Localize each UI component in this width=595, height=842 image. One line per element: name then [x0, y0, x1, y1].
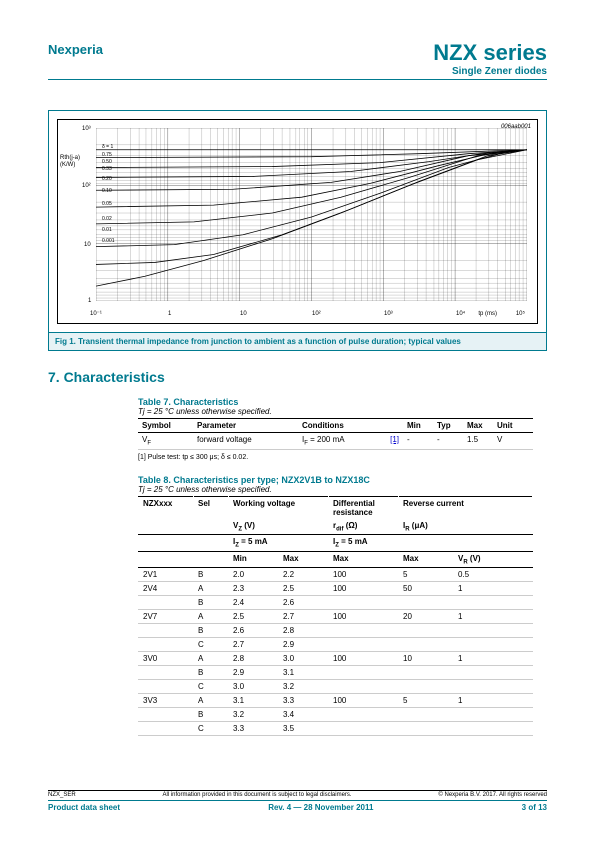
t7-h-min: Min — [403, 419, 433, 433]
t8-h-min: Min — [229, 551, 279, 568]
footer-right: 3 of 13 — [522, 803, 547, 812]
table-8-wrap: Table 8. Characteristics per type; NZX2V… — [138, 475, 547, 737]
company-name: Nexperia — [48, 42, 103, 57]
footer-copyright: © Nexperia B.V. 2017. All rights reserve… — [438, 792, 547, 798]
t8-h-wv: Working voltage — [229, 496, 329, 519]
table-row: 2V4A2.32.5100501 — [139, 582, 533, 596]
table-row: B3.23.4 — [139, 708, 533, 722]
footer-center: Rev. 4 — 28 November 2011 — [268, 803, 373, 812]
page-footer: NZX_SER All information provided in this… — [48, 790, 547, 812]
t8-h-max2: Max — [329, 551, 399, 568]
t7-h-max: Max — [463, 419, 493, 433]
t7-h-cond: Conditions — [298, 419, 378, 433]
table-row: 3V0A2.83.0100101 — [139, 652, 533, 666]
t7-h-symbol: Symbol — [138, 419, 193, 433]
footer-left: Product data sheet — [48, 803, 120, 812]
table-row: B2.62.8 — [139, 624, 533, 638]
t8-h-ir: IR (μA) — [399, 519, 533, 535]
t8-h-iz1: IZ = 5 mA — [229, 535, 329, 552]
table-7-condition: Tj = 25 °C unless otherwise specified. — [138, 407, 547, 416]
xtick-5: 10⁴ — [456, 311, 465, 317]
xtick-4: 10³ — [384, 311, 393, 317]
table-row: C3.33.5 — [139, 722, 533, 736]
t7-typ: - — [433, 433, 463, 450]
t7-h-param: Parameter — [193, 419, 298, 433]
ytick-0: 10³ — [82, 126, 91, 132]
t7-param: forward voltage — [193, 433, 298, 450]
t8-h-diff: Differential resistance — [329, 496, 399, 519]
t7-ref: [1] — [378, 433, 403, 450]
table-row: 3V3A3.13.310051 — [139, 694, 533, 708]
table-8-title: Table 8. Characteristics per type; NZX2V… — [138, 475, 547, 485]
t8-h-nzx: NZXxxx — [139, 496, 194, 535]
x-axis-label: tp (ms) — [478, 311, 497, 317]
t8-h-rev: Reverse current — [399, 496, 533, 519]
t7-h-typ: Typ — [433, 419, 463, 433]
t7-max: 1.5 — [463, 433, 493, 450]
curve-labels: δ = 1 0.75 0.50 0.33 0.20 0.10 0.05 0.02… — [102, 144, 115, 245]
table-7-title: Table 7. Characteristics — [138, 397, 547, 407]
t8-h-vr: VR (V) — [454, 551, 533, 568]
table-row: B2.42.6 — [139, 596, 533, 610]
section-7-heading: 7. Characteristics — [48, 369, 547, 385]
table-row: C3.03.2 — [139, 680, 533, 694]
table-row: C2.72.9 — [139, 638, 533, 652]
xtick-1: 1 — [168, 311, 171, 317]
table-8: NZXxxx Sel Working voltage Differential … — [138, 496, 533, 737]
ytick-3: 1 — [88, 298, 91, 304]
table-row: 2V7A2.52.7100201 — [139, 610, 533, 624]
t7-h-unit: Unit — [493, 419, 533, 433]
t8-h-iz2: IZ = 5 mA — [329, 535, 399, 552]
t8-h-max3: Max — [399, 551, 454, 568]
thermal-impedance-chart: 006aab001 Rth(j-a) (K/W) — [57, 119, 538, 324]
table-row: 2V1B2.02.210050.5 — [139, 568, 533, 582]
table-7: Symbol Parameter Conditions Min Typ Max … — [138, 418, 533, 450]
xtick-2: 10 — [240, 311, 247, 317]
t7-symbol: VF — [138, 433, 193, 450]
table-row: VF forward voltage IF = 200 mA [1] - - 1… — [138, 433, 533, 450]
xtick-6: 10⁵ — [516, 311, 525, 317]
chart-svg — [96, 128, 527, 301]
y-axis-label-2: (K/W) — [60, 162, 75, 168]
footer-disclaimer: All information provided in this documen… — [163, 792, 352, 798]
t8-h-sel: Sel — [194, 496, 229, 535]
t8-h-rdif: rdif (Ω) — [329, 519, 399, 535]
t7-h-ref — [378, 419, 403, 433]
t8-h-vz: VZ (V) — [229, 519, 329, 535]
product-subtitle: Single Zener diodes — [433, 66, 547, 77]
ytick-2: 10 — [84, 242, 91, 248]
y-axis-label-1: Rth(j-a) — [60, 155, 80, 161]
xtick-0: 10⁻¹ — [90, 310, 102, 317]
t7-cond: IF = 200 mA — [298, 433, 378, 450]
table-7-wrap: Table 7. Characteristics Tj = 25 °C unle… — [138, 397, 547, 461]
footer-doc-id: NZX_SER — [48, 792, 76, 798]
xtick-3: 10² — [312, 311, 321, 317]
product-title: NZX series — [433, 42, 547, 64]
t8-h-max1: Max — [279, 551, 329, 568]
table-7-footnote: [1] Pulse test: tp ≤ 300 μs; δ ≤ 0.02. — [138, 454, 547, 461]
t7-min: - — [403, 433, 433, 450]
table-row: B2.93.1 — [139, 666, 533, 680]
figure-caption: Fig 1. Transient thermal impedance from … — [49, 332, 546, 350]
figure-1: 006aab001 Rth(j-a) (K/W) — [48, 110, 547, 351]
ytick-1: 10² — [82, 183, 91, 189]
table-8-condition: Tj = 25 °C unless otherwise specified. — [138, 485, 547, 494]
t7-unit: V — [493, 433, 533, 450]
page-header: Nexperia NZX series Single Zener diodes — [48, 42, 547, 80]
